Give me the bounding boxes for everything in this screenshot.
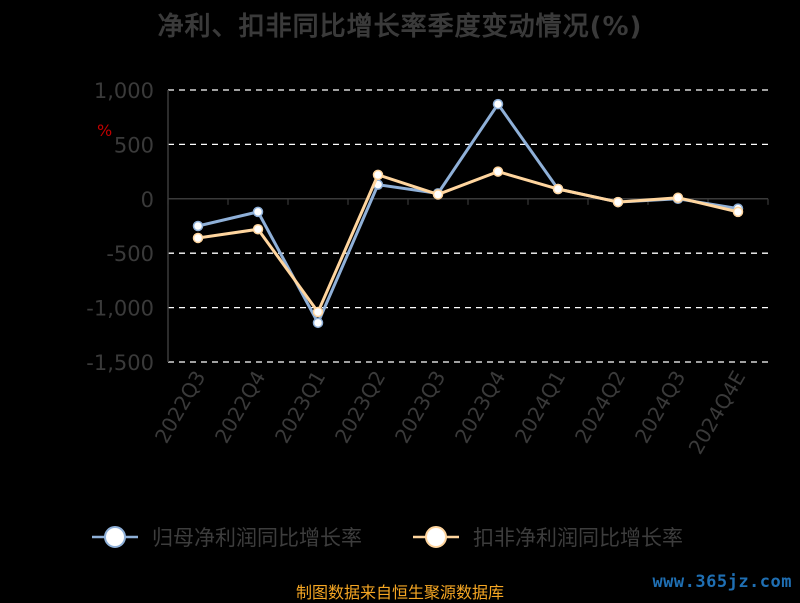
legend-label-series-1: 扣非净利润同比增长率 [473, 526, 683, 550]
legend-symbol-series-0 [92, 526, 138, 548]
data-point-series-1 [372, 169, 384, 181]
data-point-series-0 [492, 98, 504, 110]
x-tick-label: 2024Q1 [510, 367, 570, 448]
data-point-series-1 [552, 183, 564, 195]
data-point-series-0 [312, 317, 324, 329]
series-line-0 [197, 102, 739, 325]
chart-legend: 归母净利润同比增长率 扣非净利润同比增长率 [0, 521, 800, 553]
legend-item-series-1[interactable]: 扣非净利润同比增长率 [411, 521, 683, 553]
y-tick-label: 1,000 [94, 79, 154, 103]
x-tick-label: 2024Q2 [570, 367, 630, 448]
data-point-series-1 [672, 192, 684, 203]
x-tick-label: 2023Q2 [330, 367, 390, 448]
x-tick-label: 2023Q1 [270, 367, 330, 448]
x-tick-label: 2024Q4E [684, 367, 751, 459]
y-tick-label: 500 [114, 133, 154, 157]
y-tick-label: -1,000 [86, 297, 154, 321]
data-point-series-1 [192, 232, 204, 244]
legend-label-series-0: 归母净利润同比增长率 [152, 526, 362, 550]
data-point-series-1 [612, 196, 624, 208]
data-point-series-0 [252, 206, 264, 218]
x-tick-label: 2023Q4 [450, 367, 510, 448]
legend-item-series-0[interactable]: 归母净利润同比增长率 [90, 521, 362, 553]
y-tick-label: -1,500 [86, 351, 154, 375]
series-line-1 [197, 170, 739, 314]
site-watermark: www.365jz.com [652, 572, 792, 592]
y-tick-label: -500 [106, 242, 154, 266]
data-point-series-0 [192, 220, 204, 232]
legend-symbol-series-1 [413, 526, 459, 548]
data-point-series-1 [252, 224, 264, 235]
chart-title: 净利、扣非同比增长率季度变动情况(%) [157, 12, 643, 42]
series-lines [192, 98, 744, 329]
x-tick-label: 2023Q3 [390, 367, 450, 448]
grid-lines [168, 89, 768, 363]
data-source-note: 制图数据来自恒生聚源数据库 [295, 583, 504, 602]
data-point-series-1 [312, 306, 324, 318]
x-tick-label: 2022Q3 [150, 367, 210, 448]
x-tick-label: 2024Q3 [630, 367, 690, 448]
y-axis-unit-label: % [97, 121, 113, 140]
x-tick-label: 2022Q4 [210, 367, 270, 448]
data-point-series-1 [732, 206, 744, 218]
y-tick-label: 0 [141, 188, 154, 212]
data-point-series-1 [432, 189, 444, 200]
data-point-series-1 [492, 166, 504, 177]
